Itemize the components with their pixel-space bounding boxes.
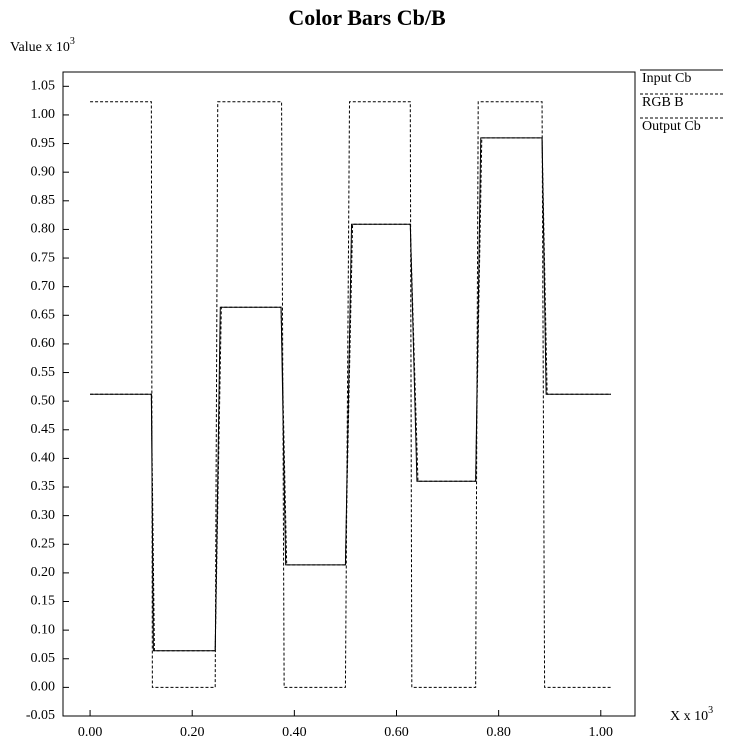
chart-title: Color Bars Cb/B (288, 5, 446, 30)
y-tick-label: 1.00 (31, 107, 56, 122)
x-tick-label: 0.40 (282, 725, 307, 740)
legend-label: RGB B (642, 95, 684, 110)
y-tick-label: 0.75 (31, 250, 56, 265)
x-tick-label: 0.60 (384, 725, 409, 740)
series-line (90, 137, 611, 652)
y-tick-label: 0.80 (31, 222, 56, 237)
y-tick-label: 0.70 (31, 279, 56, 294)
y-tick-label: 0.30 (31, 508, 56, 523)
y-tick-label: 1.05 (31, 79, 56, 94)
y-tick-label: 0.15 (31, 594, 56, 609)
y-tick-label: 0.55 (31, 365, 56, 380)
x-tick-label: 0.20 (180, 725, 205, 740)
y-axis-label: Value x 103 (10, 36, 75, 55)
x-tick-label: 0.00 (78, 725, 103, 740)
y-tick-label: 0.50 (31, 393, 56, 408)
y-tick-label: 0.85 (31, 193, 56, 208)
y-tick-label: 0.10 (31, 622, 56, 637)
plot-frame (62, 71, 636, 717)
x-tick-label: 1.00 (589, 725, 614, 740)
y-tick-label: 0.45 (31, 422, 56, 437)
legend-label: Output Cb (642, 119, 701, 134)
x-axis-label: X x 103 (670, 705, 713, 724)
y-tick-label: 0.95 (31, 136, 56, 151)
x-tick-label: 0.80 (486, 725, 511, 740)
y-axis-label-exponent: 3 (70, 36, 75, 47)
y-tick-label: 0.90 (31, 164, 56, 179)
y-tick-label: 0.35 (31, 479, 56, 494)
y-tick-label: 0.05 (31, 651, 56, 666)
series-line (90, 101, 611, 688)
x-axis-label-text: X x 10 (670, 709, 708, 724)
y-tick-label: -0.05 (26, 708, 55, 723)
y-tick-label: 0.25 (31, 536, 56, 551)
series-line (90, 137, 611, 652)
legend-label: Input Cb (642, 71, 691, 86)
x-axis-label-exponent: 3 (708, 705, 713, 716)
y-tick-label: 0.65 (31, 308, 56, 323)
y-tick-label: 0.40 (31, 451, 56, 466)
y-tick-label: 0.20 (31, 565, 56, 580)
y-axis-label-text: Value x 10 (10, 40, 70, 55)
y-tick-label: 0.60 (31, 336, 56, 351)
y-tick-label: 0.00 (31, 680, 56, 695)
